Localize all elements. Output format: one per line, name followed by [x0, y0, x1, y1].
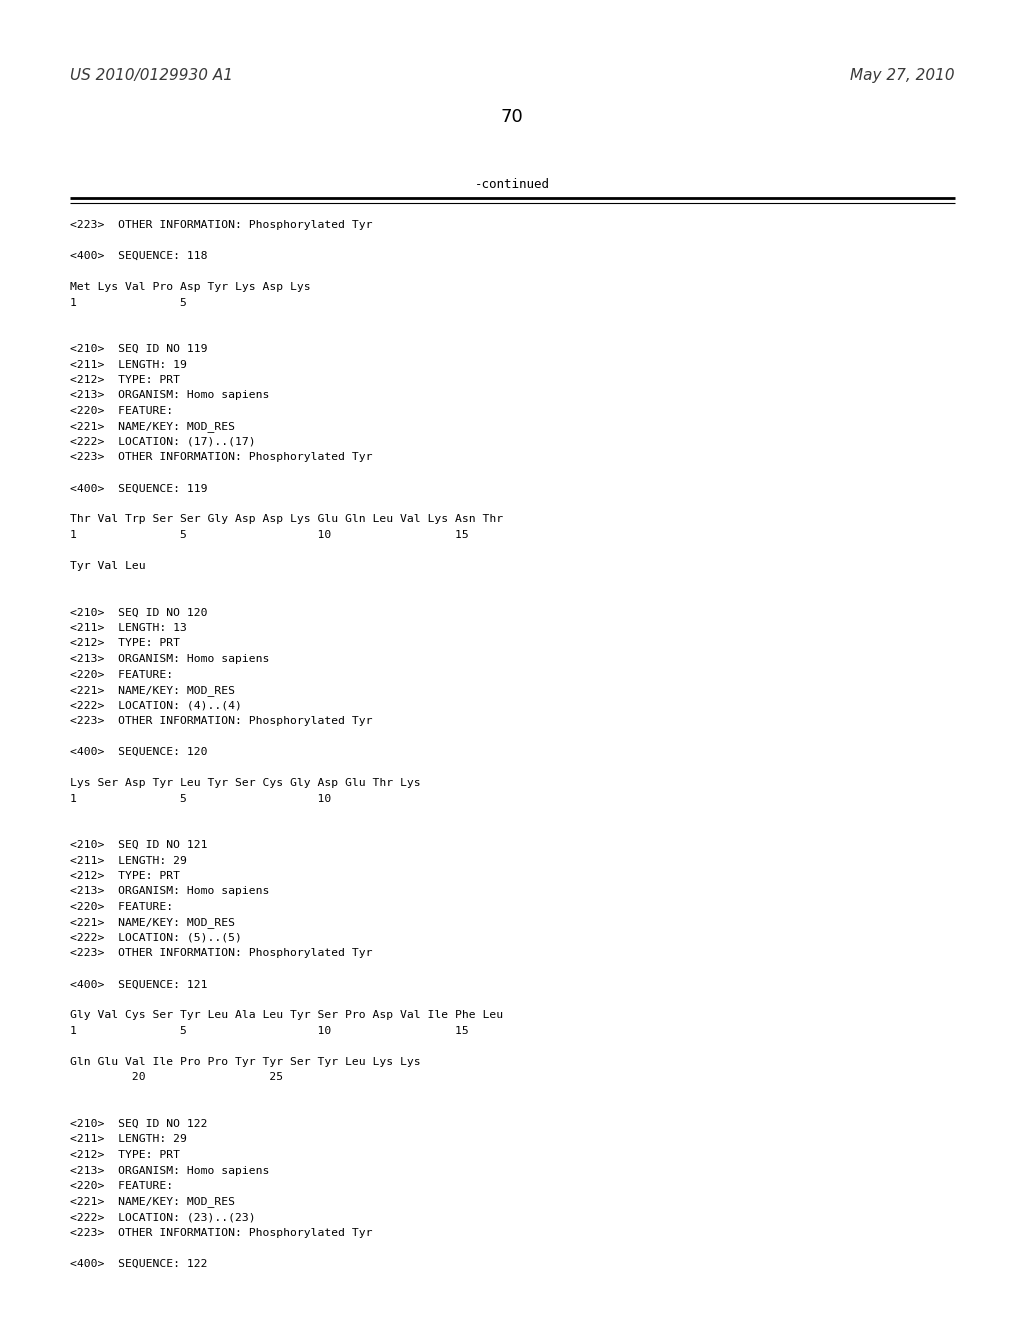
Text: Thr Val Trp Ser Ser Gly Asp Asp Lys Glu Gln Leu Val Lys Asn Thr: Thr Val Trp Ser Ser Gly Asp Asp Lys Glu … [70, 515, 503, 524]
Text: 1               5: 1 5 [70, 297, 186, 308]
Text: <223>  OTHER INFORMATION: Phosphorylated Tyr: <223> OTHER INFORMATION: Phosphorylated … [70, 949, 373, 958]
Text: US 2010/0129930 A1: US 2010/0129930 A1 [70, 69, 233, 83]
Text: <212>  TYPE: PRT: <212> TYPE: PRT [70, 375, 180, 385]
Text: <213>  ORGANISM: Homo sapiens: <213> ORGANISM: Homo sapiens [70, 1166, 269, 1176]
Text: Gln Glu Val Ile Pro Pro Tyr Tyr Ser Tyr Leu Lys Lys: Gln Glu Val Ile Pro Pro Tyr Tyr Ser Tyr … [70, 1057, 421, 1067]
Text: <210>  SEQ ID NO 120: <210> SEQ ID NO 120 [70, 607, 208, 618]
Text: <220>  FEATURE:: <220> FEATURE: [70, 1181, 173, 1191]
Text: <212>  TYPE: PRT: <212> TYPE: PRT [70, 871, 180, 880]
Text: <210>  SEQ ID NO 122: <210> SEQ ID NO 122 [70, 1119, 208, 1129]
Text: <223>  OTHER INFORMATION: Phosphorylated Tyr: <223> OTHER INFORMATION: Phosphorylated … [70, 453, 373, 462]
Text: <400>  SEQUENCE: 121: <400> SEQUENCE: 121 [70, 979, 208, 990]
Text: <400>  SEQUENCE: 122: <400> SEQUENCE: 122 [70, 1258, 208, 1269]
Text: -continued: -continued [474, 178, 550, 191]
Text: Met Lys Val Pro Asp Tyr Lys Asp Lys: Met Lys Val Pro Asp Tyr Lys Asp Lys [70, 282, 310, 292]
Text: <223>  OTHER INFORMATION: Phosphorylated Tyr: <223> OTHER INFORMATION: Phosphorylated … [70, 715, 373, 726]
Text: <220>  FEATURE:: <220> FEATURE: [70, 407, 173, 416]
Text: <211>  LENGTH: 29: <211> LENGTH: 29 [70, 855, 186, 866]
Text: <220>  FEATURE:: <220> FEATURE: [70, 669, 173, 680]
Text: <221>  NAME/KEY: MOD_RES: <221> NAME/KEY: MOD_RES [70, 1196, 234, 1208]
Text: <210>  SEQ ID NO 121: <210> SEQ ID NO 121 [70, 840, 208, 850]
Text: <220>  FEATURE:: <220> FEATURE: [70, 902, 173, 912]
Text: <400>  SEQUENCE: 120: <400> SEQUENCE: 120 [70, 747, 208, 756]
Text: Lys Ser Asp Tyr Leu Tyr Ser Cys Gly Asp Glu Thr Lys: Lys Ser Asp Tyr Leu Tyr Ser Cys Gly Asp … [70, 777, 421, 788]
Text: <211>  LENGTH: 19: <211> LENGTH: 19 [70, 359, 186, 370]
Text: <223>  OTHER INFORMATION: Phosphorylated Tyr: <223> OTHER INFORMATION: Phosphorylated … [70, 1228, 373, 1238]
Text: May 27, 2010: May 27, 2010 [850, 69, 955, 83]
Text: <213>  ORGANISM: Homo sapiens: <213> ORGANISM: Homo sapiens [70, 653, 269, 664]
Text: <221>  NAME/KEY: MOD_RES: <221> NAME/KEY: MOD_RES [70, 917, 234, 928]
Text: <222>  LOCATION: (5)..(5): <222> LOCATION: (5)..(5) [70, 933, 242, 942]
Text: <212>  TYPE: PRT: <212> TYPE: PRT [70, 639, 180, 648]
Text: <222>  LOCATION: (23)..(23): <222> LOCATION: (23)..(23) [70, 1212, 256, 1222]
Text: <211>  LENGTH: 29: <211> LENGTH: 29 [70, 1134, 186, 1144]
Text: <221>  NAME/KEY: MOD_RES: <221> NAME/KEY: MOD_RES [70, 421, 234, 433]
Text: <211>  LENGTH: 13: <211> LENGTH: 13 [70, 623, 186, 634]
Text: 70: 70 [501, 108, 523, 125]
Text: <210>  SEQ ID NO 119: <210> SEQ ID NO 119 [70, 345, 208, 354]
Text: Gly Val Cys Ser Tyr Leu Ala Leu Tyr Ser Pro Asp Val Ile Phe Leu: Gly Val Cys Ser Tyr Leu Ala Leu Tyr Ser … [70, 1011, 503, 1020]
Text: <213>  ORGANISM: Homo sapiens: <213> ORGANISM: Homo sapiens [70, 887, 269, 896]
Text: 1               5                   10                  15: 1 5 10 15 [70, 1026, 469, 1036]
Text: Tyr Val Leu: Tyr Val Leu [70, 561, 145, 572]
Text: <222>  LOCATION: (17)..(17): <222> LOCATION: (17)..(17) [70, 437, 256, 447]
Text: <213>  ORGANISM: Homo sapiens: <213> ORGANISM: Homo sapiens [70, 391, 269, 400]
Text: <222>  LOCATION: (4)..(4): <222> LOCATION: (4)..(4) [70, 701, 242, 710]
Text: <221>  NAME/KEY: MOD_RES: <221> NAME/KEY: MOD_RES [70, 685, 234, 696]
Text: 1               5                   10: 1 5 10 [70, 793, 331, 804]
Text: <223>  OTHER INFORMATION: Phosphorylated Tyr: <223> OTHER INFORMATION: Phosphorylated … [70, 220, 373, 230]
Text: <400>  SEQUENCE: 118: <400> SEQUENCE: 118 [70, 251, 208, 261]
Text: <400>  SEQUENCE: 119: <400> SEQUENCE: 119 [70, 483, 208, 494]
Text: 20                  25: 20 25 [70, 1072, 283, 1082]
Text: 1               5                   10                  15: 1 5 10 15 [70, 531, 469, 540]
Text: <212>  TYPE: PRT: <212> TYPE: PRT [70, 1150, 180, 1160]
